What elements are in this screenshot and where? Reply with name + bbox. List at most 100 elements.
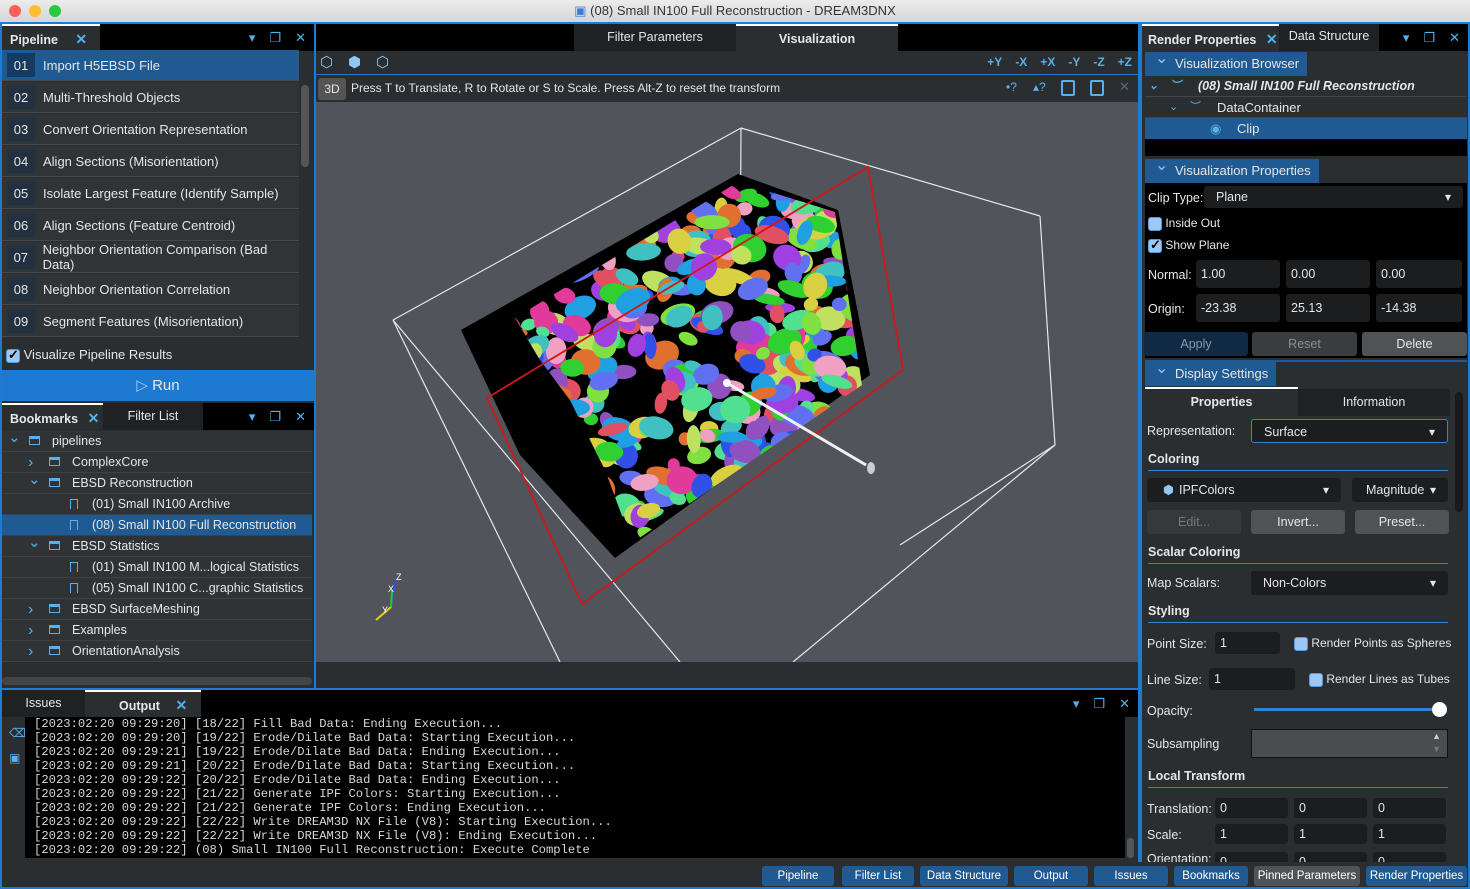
pipeline-item[interactable]: 07 Neighbor Orientation Comparison (Bad D…	[2, 242, 299, 273]
scale-z-input[interactable]: 1	[1373, 824, 1446, 844]
close-icon[interactable]: ✕	[1119, 696, 1130, 711]
zoom-window-button[interactable]	[49, 5, 61, 17]
output-scrollbar[interactable]	[1127, 838, 1134, 858]
tree-bookmark[interactable]: (01) Small IN100 M...logical Statistics	[2, 557, 312, 578]
spin-down-icon[interactable]: ▼	[1432, 744, 1441, 754]
dock-button-pipeline[interactable]: Pipeline	[762, 866, 834, 886]
translation-z-input[interactable]: 0	[1373, 798, 1446, 818]
chevron-down-icon[interactable]: ⌄	[1149, 80, 1159, 92]
point-size-input[interactable]: 1	[1215, 632, 1280, 654]
origin-z-input[interactable]: -14.38	[1376, 294, 1462, 322]
tree-bookmark[interactable]: (05) Small IN100 C...graphic Statistics	[2, 578, 312, 599]
show-plane-checkbox[interactable]: Show Plane	[1148, 237, 1229, 253]
settings-scrollbar[interactable]	[1455, 392, 1463, 512]
float-icon[interactable]: ❐	[1093, 696, 1106, 711]
spheres-checkbox[interactable]: Render Points as Spheres	[1294, 636, 1451, 651]
origin-x-input[interactable]: -23.38	[1196, 294, 1280, 322]
checkbox[interactable]	[1309, 672, 1323, 687]
orientation-x-input[interactable]: 0	[1215, 852, 1288, 862]
invert-button[interactable]: Invert...	[1251, 510, 1345, 534]
origin-y-input[interactable]: 25.13	[1286, 294, 1370, 322]
pipeline-item[interactable]: 04 Align Sections (Misorientation)	[2, 146, 299, 177]
bookmarks-hscrollbar[interactable]	[2, 677, 312, 685]
view-plusminus-x-button[interactable]: +X	[1040, 55, 1056, 69]
clip-plane-outline[interactable]	[485, 165, 904, 606]
tubes-checkbox[interactable]: Render Lines as Tubes	[1309, 672, 1450, 687]
pipeline-item[interactable]: 01 Import H5EBSD File	[2, 50, 299, 81]
tree-folder[interactable]: ⌄ pipelines	[2, 429, 312, 452]
opacity-slider[interactable]	[1254, 708, 1440, 711]
run-button[interactable]: ▷ Run	[2, 370, 314, 401]
tree-bookmark[interactable]: (08) Small IN100 Full Reconstruction	[2, 515, 312, 536]
close-icon[interactable]: ✕	[1449, 30, 1460, 45]
dropdown-icon[interactable]: ▾	[248, 30, 256, 45]
map-scalars-select[interactable]: Non-Colors	[1251, 571, 1448, 595]
plane-origin-handle[interactable]	[723, 379, 731, 387]
chevron-down-icon[interactable]: ⌄	[8, 429, 21, 446]
view-minus-y-button[interactable]: -Y	[1068, 55, 1081, 69]
cube-solid-icon[interactable]: ⬢	[348, 54, 362, 71]
translation-y-input[interactable]: 0	[1294, 798, 1367, 818]
delete-button[interactable]: Delete	[1362, 332, 1467, 356]
close-icon[interactable]: ✕	[1265, 31, 1278, 47]
chevron-down-icon[interactable]: ⌄	[28, 534, 41, 551]
view-plusminus-z-button[interactable]: +Z	[1117, 55, 1132, 69]
save-output-icon[interactable]: ▣	[9, 751, 21, 765]
split-horizontal-icon[interactable]	[1090, 80, 1104, 96]
opacity-slider-handle[interactable]	[1432, 702, 1447, 717]
tab-bookmarks[interactable]: Bookmarks ✕	[2, 403, 103, 430]
cell-help-icon[interactable]: ▴?	[1033, 80, 1046, 94]
orientation-y-input[interactable]: 0	[1294, 852, 1367, 862]
scale-y-input[interactable]: 1	[1294, 824, 1367, 844]
tree-folder[interactable]: ⌄ EBSD Statistics	[2, 534, 312, 557]
3d-viewport[interactable]: ZX Y	[316, 102, 1138, 662]
checkbox[interactable]	[1294, 636, 1308, 651]
normal-y-input[interactable]: 0.00	[1286, 260, 1370, 288]
visualization-properties-header[interactable]: Visualization Properties	[1145, 154, 1319, 183]
pipeline-item[interactable]: 03 Convert Orientation Representation	[2, 114, 299, 145]
clip-type-select[interactable]: Plane	[1204, 186, 1463, 208]
tree-bookmark[interactable]: (01) Small IN100 Archive	[2, 494, 312, 515]
tab-output[interactable]: Output ✕	[85, 690, 201, 717]
color-array-select[interactable]: ⬢ IPFColors	[1147, 478, 1341, 502]
reset-button[interactable]: Reset	[1252, 332, 1357, 356]
cube-view-icon[interactable]: ⬡	[320, 54, 334, 71]
tree-folder[interactable]: › OrientationAnalysis	[2, 641, 312, 662]
checkbox[interactable]	[1148, 216, 1162, 231]
checkbox[interactable]	[1148, 237, 1162, 253]
minimize-window-button[interactable]	[29, 5, 41, 17]
mode-3d-button[interactable]: 3D	[318, 78, 346, 100]
tab-pipeline[interactable]: Pipeline ✕	[2, 24, 100, 51]
chevron-right-icon[interactable]: ›	[28, 622, 34, 639]
tab-issues[interactable]: Issues	[2, 690, 85, 717]
close-icon[interactable]: ✕	[175, 697, 188, 713]
dropdown-icon[interactable]: ▾	[248, 409, 256, 424]
chevron-right-icon[interactable]: ›	[28, 643, 34, 660]
checkbox[interactable]	[6, 347, 20, 363]
tree-folder[interactable]: › ComplexCore	[2, 452, 312, 473]
close-icon[interactable]: ✕	[295, 30, 306, 45]
inside-out-checkbox[interactable]: Inside Out	[1148, 216, 1220, 231]
close-icon[interactable]: ✕	[75, 31, 88, 47]
close-icon[interactable]: ✕	[87, 410, 100, 426]
chevron-right-icon[interactable]: ›	[28, 454, 34, 471]
dock-button-pinned-parameters[interactable]: Pinned Parameters	[1254, 866, 1360, 886]
tab-information[interactable]: Information	[1298, 389, 1450, 416]
output-log[interactable]: [2023:02:20 09:29:20] [18/22] Fill Bad D…	[25, 717, 1125, 858]
tab-properties[interactable]: Properties	[1145, 387, 1298, 414]
close-icon[interactable]: ✕	[295, 409, 306, 424]
normal-x-input[interactable]: 1.00	[1196, 260, 1280, 288]
visualization-browser-header[interactable]: Visualization Browser	[1145, 47, 1308, 76]
tree-folder[interactable]: ⌄ EBSD Reconstruction	[2, 471, 312, 494]
chevron-right-icon[interactable]: ›	[28, 601, 34, 618]
pipeline-item[interactable]: 02 Multi-Threshold Objects	[2, 82, 299, 113]
pipeline-item[interactable]: 08 Neighbor Orientation Correlation	[2, 274, 299, 305]
plane-normal-handle[interactable]	[726, 381, 867, 467]
browser-item-datacontainer[interactable]: ⌄ ︶ DataContainer	[1145, 97, 1467, 118]
split-vertical-icon[interactable]	[1061, 80, 1075, 96]
dock-button-render-properties[interactable]: Render Properties	[1366, 866, 1467, 886]
tree-folder[interactable]: › EBSD SurfaceMeshing	[2, 599, 312, 620]
normal-z-input[interactable]: 0.00	[1376, 260, 1462, 288]
chevron-down-icon[interactable]: ⌄	[28, 471, 41, 488]
normal-arrow-tip[interactable]	[867, 462, 875, 474]
